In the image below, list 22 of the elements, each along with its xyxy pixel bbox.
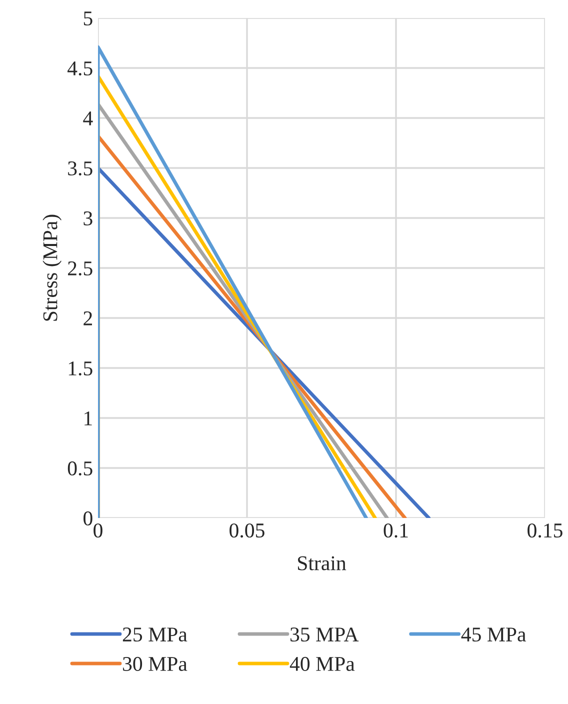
x-tick-label: 0.15 [528,523,562,538]
legend-label: 40 MPa [290,656,355,671]
x-tick-label: 0.05 [230,523,264,538]
legend-label: 30 MPa [123,656,188,671]
legend-label: 45 MPa [461,628,526,642]
y-tick-label: 0 [84,511,92,526]
y-tick-label: 0.5 [68,461,92,476]
y-tick-label: 1.5 [68,361,92,376]
y-tick-label: 2 [84,311,92,326]
y-axis-title: Stress (MPa) [42,214,62,321]
y-tick-label: 5 [84,12,92,26]
y-tick-label: 3.5 [68,161,92,176]
y-tick-label: 4 [83,112,93,126]
legend-label: 25 MPa [122,628,188,642]
x-tick-label: 0.1 [384,523,408,538]
legend-label: 35 MPA [290,628,359,642]
y-tick-label: 3 [84,211,92,226]
y-tick-label: 4.5 [68,62,92,76]
y-tick-label: 2.5 [68,261,92,276]
y-tick-label: 1 [84,411,92,426]
x-axis-title: Strain [298,556,346,570]
x-tick-label: 0 [94,523,102,538]
